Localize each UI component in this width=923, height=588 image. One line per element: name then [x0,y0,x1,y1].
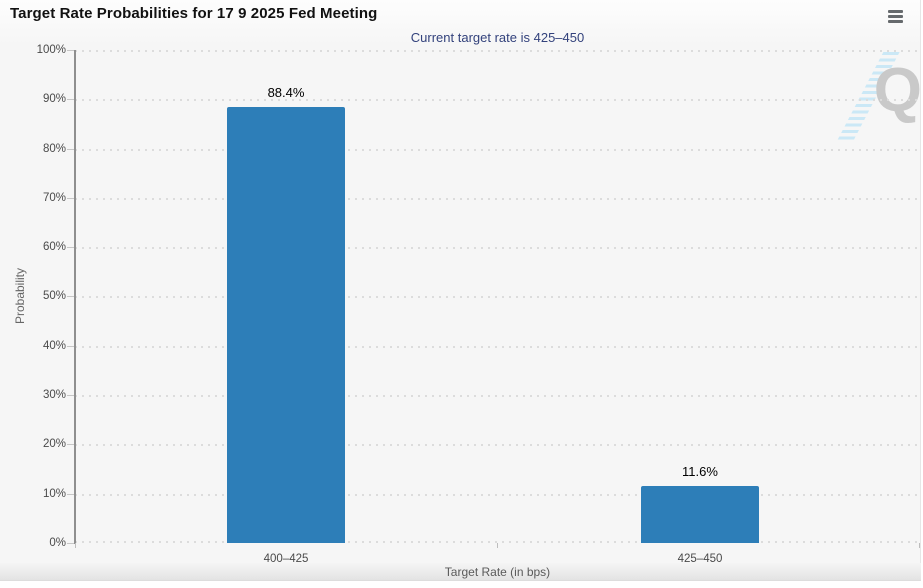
y-tick [67,395,74,396]
y-tick [67,296,74,297]
gridline-0 [75,541,920,543]
gridline-80 [75,149,920,151]
y-axis-line [74,50,76,544]
x-tick [497,543,498,548]
y-axis-label: 0% [49,537,66,549]
gridline-70 [75,198,920,200]
y-tick [67,494,74,495]
y-tick [67,346,74,347]
y-tick [67,99,74,100]
y-axis-label: 30% [42,389,66,401]
gridline-10 [75,494,920,496]
y-axis-label: 80% [42,143,66,155]
bar-400-425[interactable] [227,107,345,543]
gridline-30 [75,395,920,397]
bar-value-label: 11.6% [682,463,718,479]
chart-footer-strip: Target Rate (in bps) [0,563,921,581]
y-axis-label: 60% [42,241,66,253]
hamburger-menu-icon[interactable] [884,6,906,26]
gridline-60 [75,247,920,249]
x-axis-category-label: 400–425 [263,553,309,565]
x-axis-title: Target Rate (in bps) [444,565,551,579]
y-axis-label: 40% [42,340,66,352]
y-axis-label: 70% [42,192,66,204]
bar-425-450[interactable] [641,485,759,543]
y-axis-label: 10% [42,488,66,500]
y-axis-title: Probability [13,267,27,325]
gridline-20 [75,444,920,446]
gridline-90 [75,99,920,101]
hamburger-bar [887,9,903,13]
hamburger-bar [887,14,903,18]
x-tick [75,543,76,548]
hamburger-bar [887,19,903,23]
y-tick [67,444,74,445]
y-axis-label: 90% [42,93,66,105]
gridline-40 [75,346,920,348]
y-axis-labels: 100% 90% 80% 70% 60% 50% 40% 30% 20% 10%… [0,44,66,549]
gridline-100 [75,50,920,52]
x-axis-category-label: 425–450 [677,553,723,565]
x-tick [919,543,920,548]
plot-area: 88.4% 11.6% [75,50,920,543]
chart-title: Target Rate Probabilities for 17 9 2025 … [10,5,378,22]
y-axis-label: 20% [42,438,66,450]
y-tick [67,543,74,544]
bar-value-label: 88.4% [267,85,305,101]
y-tick [67,247,74,248]
y-tick [67,50,74,51]
chart-subtitle: Current target rate is 425–450 [410,30,585,45]
gridline-50 [75,296,920,298]
y-axis-label: 50% [42,290,66,302]
y-tick [67,198,74,199]
y-axis-label: 100% [36,44,66,56]
y-tick [67,149,74,150]
